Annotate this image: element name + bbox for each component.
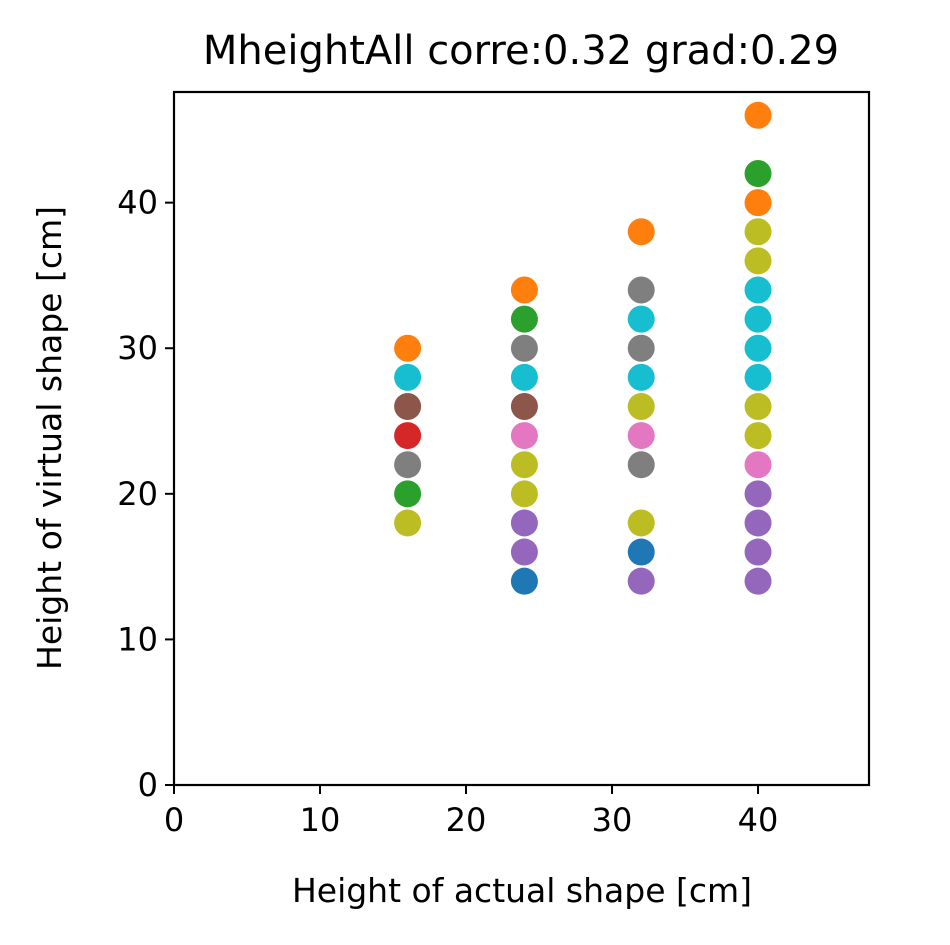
scatter-point (510, 276, 538, 304)
x-axis-label: Height of actual shape [cm] (292, 871, 752, 910)
x-tick-label: 0 (164, 801, 184, 839)
scatter-point (510, 567, 538, 595)
scatter-point (744, 451, 772, 479)
scatter-point (744, 538, 772, 566)
scatter-point (627, 218, 655, 246)
points-layer (394, 101, 772, 595)
scatter-point (744, 218, 772, 246)
scatter-point (627, 509, 655, 537)
scatter-point (744, 247, 772, 275)
scatter-point (394, 480, 422, 508)
scatter-point (510, 363, 538, 391)
scatter-point (744, 305, 772, 333)
scatter-point (744, 276, 772, 304)
scatter-point (744, 567, 772, 595)
scatter-point (394, 509, 422, 537)
scatter-point (627, 392, 655, 420)
x-tick-label: 10 (300, 801, 341, 839)
y-tick-label: 0 (138, 766, 158, 804)
scatter-point (394, 334, 422, 362)
scatter-point (510, 538, 538, 566)
scatter-point (627, 363, 655, 391)
scatter-point (627, 567, 655, 595)
scatter-point (744, 334, 772, 362)
scatter-point (510, 509, 538, 537)
scatter-point (394, 451, 422, 479)
scatter-point (744, 509, 772, 537)
scatter-point (510, 480, 538, 508)
y-tick-label: 10 (117, 620, 158, 658)
y-axis-label: Height of virtual shape [cm] (30, 206, 69, 670)
scatter-point (744, 480, 772, 508)
chart-title: MheightAll corre:0.32 grad:0.29 (203, 28, 839, 74)
y-tick-label: 30 (117, 329, 158, 367)
scatter-point (627, 422, 655, 450)
scatter-point (627, 451, 655, 479)
x-tick-label: 20 (446, 801, 487, 839)
scatter-point (744, 422, 772, 450)
scatter-point (627, 305, 655, 333)
scatter-point (744, 101, 772, 129)
scatter-point (744, 189, 772, 217)
scatter-point (627, 276, 655, 304)
scatter-point (510, 422, 538, 450)
scatter-point (744, 392, 772, 420)
tick-layer: 0 10 20 30 40 0 10 20 30 40 (117, 184, 778, 839)
x-tick-label: 30 (592, 801, 633, 839)
scatter-point (394, 363, 422, 391)
scatter-point (510, 334, 538, 362)
scatter-point (627, 538, 655, 566)
y-tick-label: 40 (117, 184, 158, 222)
scatter-point (627, 334, 655, 362)
x-tick-label: 40 (738, 801, 779, 839)
scatter-point (744, 160, 772, 188)
plot-frame (172, 90, 871, 787)
scatter-point (510, 451, 538, 479)
scatter-point (510, 305, 538, 333)
scatter-point (394, 422, 422, 450)
scatter-point (510, 392, 538, 420)
scatter-point (744, 363, 772, 391)
y-tick-label: 20 (117, 475, 158, 513)
scatter-point (394, 392, 422, 420)
